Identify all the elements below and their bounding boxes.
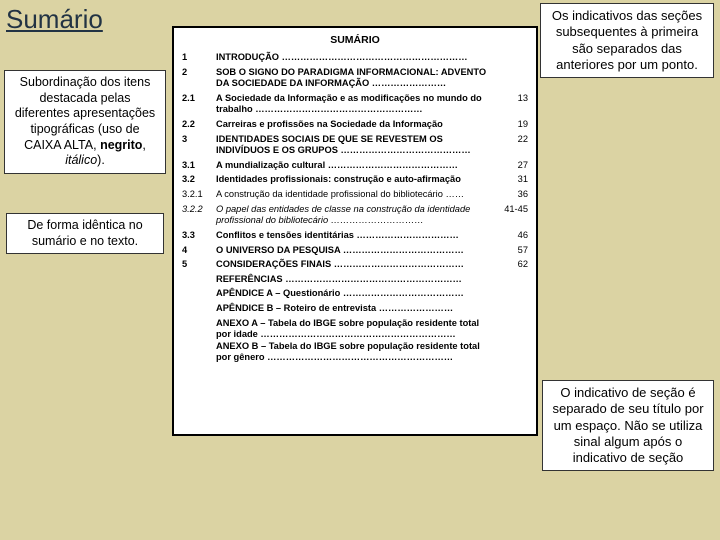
callout-section-dot: Os indicativos das seções subsequentes à…	[540, 3, 714, 78]
toc-number	[182, 318, 216, 364]
toc-page	[498, 303, 528, 315]
callout-section-space: O indicativo de seção é separado de seu …	[542, 380, 714, 471]
toc-text: IDENTIDADES SOCIAIS DE QUE SE REVESTEM O…	[216, 134, 498, 157]
toc-row: 3.2.1A construção da identidade profissi…	[182, 189, 528, 201]
toc-title: SUMÁRIO	[182, 34, 528, 46]
toc-text: ANEXO A – Tabela do IBGE sobre população…	[216, 318, 498, 364]
toc-page: 13	[498, 93, 528, 116]
toc-text: O UNIVERSO DA PESQUISA …………………………………	[216, 245, 498, 257]
toc-number	[182, 303, 216, 315]
toc-page	[498, 318, 528, 364]
toc-page: 36	[498, 189, 528, 201]
toc-page	[498, 67, 528, 90]
toc-page: 57	[498, 245, 528, 257]
toc-page	[498, 52, 528, 64]
toc-text: A Sociedade da Informação e as modificaç…	[216, 93, 498, 116]
toc-row: 3.1A mundialização cultural …………………………………	[182, 160, 528, 172]
toc-page	[498, 274, 528, 286]
toc-page: 27	[498, 160, 528, 172]
toc-number: 2.1	[182, 93, 216, 116]
toc-row: REFERÊNCIAS …………………………………………………	[182, 274, 528, 286]
toc-number: 3.2.2	[182, 204, 216, 227]
toc-row: APÊNDICE A – Questionário …………………………………	[182, 288, 528, 300]
toc-page	[498, 288, 528, 300]
toc-number: 3.3	[182, 230, 216, 242]
toc-page: 22	[498, 134, 528, 157]
toc-row: 3.2.2O papel das entidades de classe na …	[182, 204, 528, 227]
toc-page: 46	[498, 230, 528, 242]
toc-number: 3.2.1	[182, 189, 216, 201]
toc-number: 4	[182, 245, 216, 257]
toc-container: SUMÁRIO 1INTRODUÇÃO ………………………………………………………	[172, 26, 538, 436]
page-title: Sumário	[6, 4, 103, 35]
toc-row: 3.2Identidades profissionais: construção…	[182, 174, 528, 186]
toc-text: APÊNDICE B – Roteiro de entrevista ………………	[216, 303, 498, 315]
callout-typography: Subordinação dos itens destacada pelas d…	[4, 70, 166, 174]
toc-text: Identidades profissionais: construção e …	[216, 174, 498, 186]
toc-number: 2	[182, 67, 216, 90]
toc-page: 19	[498, 119, 528, 131]
toc-text: APÊNDICE A – Questionário …………………………………	[216, 288, 498, 300]
toc-number: 3.1	[182, 160, 216, 172]
toc-row: APÊNDICE B – Roteiro de entrevista ………………	[182, 303, 528, 315]
toc-row: 5CONSIDERAÇÕES FINAIS ……………………………………62	[182, 259, 528, 271]
toc-number	[182, 288, 216, 300]
toc-page: 31	[498, 174, 528, 186]
toc-row: 3IDENTIDADES SOCIAIS DE QUE SE REVESTEM …	[182, 134, 528, 157]
toc-row: 2.1A Sociedade da Informação e as modifi…	[182, 93, 528, 116]
toc-number: 2.2	[182, 119, 216, 131]
toc-text: INTRODUÇÃO ……………………………………………………	[216, 52, 498, 64]
toc-text: Conflitos e tensões identitárias ……………………	[216, 230, 498, 242]
toc-number: 5	[182, 259, 216, 271]
toc-row: 2.2Carreiras e profissões na Sociedade d…	[182, 119, 528, 131]
toc-body: 1INTRODUÇÃO ……………………………………………………2SOB O S…	[182, 52, 528, 364]
toc-page: 41-45	[498, 204, 528, 227]
toc-text: SOB O SIGNO DO PARADIGMA INFORMACIONAL: …	[216, 67, 498, 90]
toc-text: O papel das entidades de classe na const…	[216, 204, 498, 227]
toc-text: REFERÊNCIAS …………………………………………………	[216, 274, 498, 286]
toc-number: 3.2	[182, 174, 216, 186]
toc-number	[182, 274, 216, 286]
toc-row: 3.3Conflitos e tensões identitárias ……………	[182, 230, 528, 242]
toc-number: 1	[182, 52, 216, 64]
toc-text: A construção da identidade profissional …	[216, 189, 498, 201]
toc-row: 1INTRODUÇÃO ……………………………………………………	[182, 52, 528, 64]
callout-identical: De forma idêntica no sumário e no texto.	[6, 213, 164, 254]
toc-number: 3	[182, 134, 216, 157]
toc-row: 4O UNIVERSO DA PESQUISA …………………………………57	[182, 245, 528, 257]
toc-page: 62	[498, 259, 528, 271]
toc-row: 2SOB O SIGNO DO PARADIGMA INFORMACIONAL:…	[182, 67, 528, 90]
toc-text: Carreiras e profissões na Sociedade da I…	[216, 119, 498, 131]
toc-text: A mundialização cultural ……………………………………	[216, 160, 498, 172]
toc-row: ANEXO A – Tabela do IBGE sobre população…	[182, 318, 528, 364]
toc-text: CONSIDERAÇÕES FINAIS ……………………………………	[216, 259, 498, 271]
